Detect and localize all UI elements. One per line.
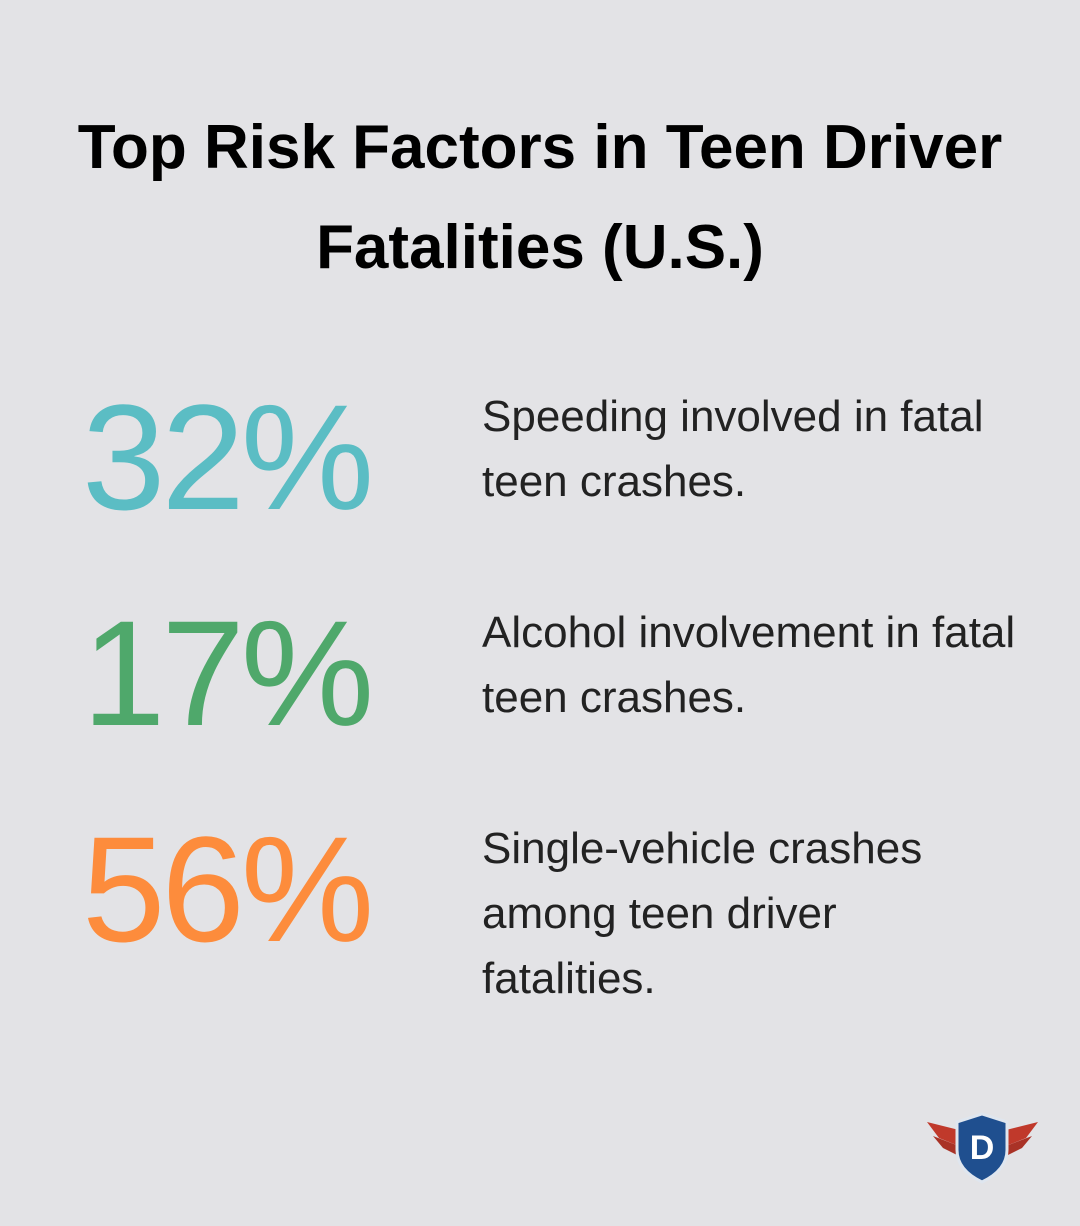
title: Top Risk Factors in Teen Driver Fataliti…	[77, 113, 1003, 282]
stat-value: 56%	[82, 805, 374, 973]
stat-description: Speeding involved in fatal teen crashes.	[482, 392, 984, 506]
stat-description: Single-vehicle crashes among teen driver…	[482, 824, 923, 1003]
stat-value: 32%	[82, 373, 374, 541]
logo: D	[927, 1112, 1038, 1184]
logo-letter: D	[970, 1129, 995, 1167]
stat-row: 32% Speeding involved in fatal teen crash…	[0, 382, 1080, 582]
stat-description: Alcohol involvement in fatal teen crashe…	[482, 608, 1016, 722]
stat-value: 17%	[82, 589, 374, 757]
stat-row: 56% Single-vehicle crashes among teen dri…	[0, 814, 1080, 1014]
stat-row: 17% Alcohol involvement in fatal teen cra…	[0, 598, 1080, 798]
